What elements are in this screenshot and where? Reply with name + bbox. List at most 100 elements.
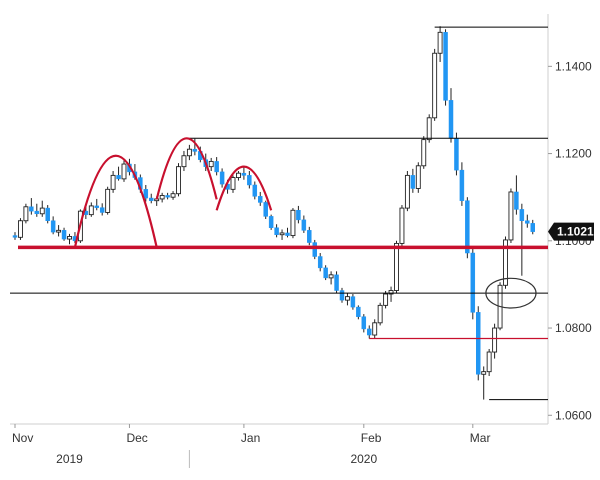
candle: [421, 136, 427, 169]
candle-down: [323, 267, 328, 279]
candle: [176, 163, 181, 197]
candle: [99, 203, 105, 216]
candle-down: [465, 200, 470, 254]
candle: [45, 205, 50, 224]
candle-up: [230, 177, 236, 190]
candle-up: [23, 206, 29, 222]
candle-up: [383, 293, 389, 306]
candle: [159, 192, 165, 203]
candle-up: [110, 174, 116, 190]
candle-down: [94, 205, 99, 208]
candle: [121, 160, 127, 182]
x-tick-label: Feb: [361, 431, 382, 445]
candle: [525, 214, 530, 228]
candle-down: [454, 138, 459, 171]
candle: [470, 247, 476, 320]
candle-down: [312, 242, 317, 257]
candle: [443, 29, 448, 106]
last-price-label: 1.1021: [557, 225, 594, 239]
candle: [12, 232, 18, 240]
candle: [486, 348, 492, 377]
candle-down: [470, 252, 476, 313]
y-tick-label: 1.1200: [555, 147, 592, 161]
candle-up: [404, 174, 410, 209]
candle: [530, 219, 535, 235]
candle-up: [186, 148, 192, 157]
candle-up: [481, 371, 487, 375]
candle: [377, 302, 383, 326]
candle-up: [421, 139, 427, 167]
candle-up: [345, 296, 350, 301]
candle-up: [492, 327, 498, 353]
candle: [514, 175, 519, 215]
candle-down: [307, 230, 312, 243]
candle: [350, 294, 356, 310]
candle-down: [116, 175, 121, 180]
candle: [399, 205, 405, 247]
candle: [241, 165, 247, 180]
candle: [165, 192, 170, 200]
last-price-marker: 1.1021: [548, 222, 594, 241]
candle: [481, 366, 487, 400]
candle-up: [235, 172, 241, 179]
candle: [301, 215, 307, 233]
pattern-arc: [73, 154, 158, 248]
candle: [116, 166, 121, 181]
candle-down: [61, 230, 67, 240]
candle-down: [214, 161, 219, 173]
candle-down: [241, 172, 247, 176]
candle: [67, 233, 72, 245]
candle-down: [350, 296, 356, 308]
candle: [18, 218, 23, 240]
candle-up: [377, 304, 383, 324]
candle: [356, 305, 361, 320]
x-axis: Nov Dec Jan Feb Mar 2019 2020: [12, 424, 490, 468]
candle-down: [514, 191, 519, 210]
candle-down: [274, 227, 279, 235]
candle: [394, 240, 399, 294]
candle-up: [415, 165, 421, 189]
candle: [258, 191, 263, 206]
candle: [94, 198, 99, 211]
candle: [503, 236, 508, 289]
candle-up: [170, 193, 176, 198]
candle: [296, 205, 301, 224]
pattern-arc: [155, 137, 218, 200]
candle-down: [519, 209, 525, 221]
candle: [149, 193, 154, 204]
candle-up: [399, 207, 405, 244]
candle: [268, 214, 274, 230]
candle: [50, 216, 56, 235]
candle: [88, 202, 94, 217]
candle-up: [432, 52, 438, 119]
x-year-label: 2020: [350, 452, 377, 466]
candle: [230, 175, 236, 193]
candle-up: [208, 160, 214, 168]
candle-down: [356, 306, 361, 317]
candle-up: [39, 207, 45, 215]
candle-down: [476, 312, 481, 375]
candle: [437, 26, 443, 62]
candle: [170, 191, 176, 200]
candle: [23, 203, 29, 224]
candle: [317, 253, 323, 272]
candle: [323, 265, 328, 281]
candle: [383, 290, 389, 309]
candle: [214, 157, 219, 176]
candle-up: [56, 229, 62, 233]
candle-up: [388, 290, 394, 295]
candle-down: [252, 184, 258, 197]
candle-down: [149, 197, 154, 201]
y-tick-label: 1.0600: [555, 408, 592, 422]
candle: [235, 171, 241, 181]
candle-up: [426, 117, 432, 141]
y-tick-label: 1.1400: [555, 59, 592, 73]
candle-down: [301, 219, 307, 231]
candle: [105, 186, 111, 215]
y-tick-label: 1.0800: [555, 321, 592, 335]
candle-down: [530, 223, 535, 232]
candle: [312, 239, 317, 260]
grid: [10, 14, 549, 425]
candle: [345, 293, 350, 306]
candle: [181, 150, 187, 172]
